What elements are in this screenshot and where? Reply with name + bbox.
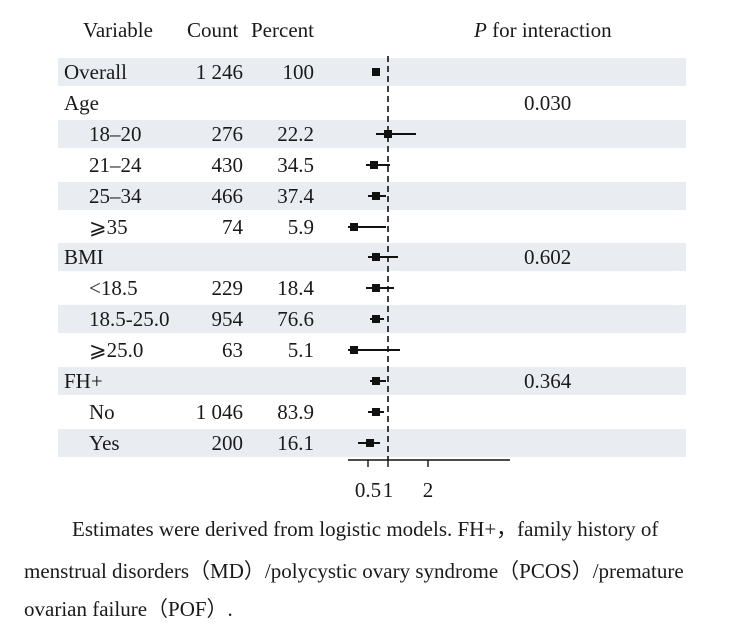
row-percent: 22.2 [277,121,314,146]
header-percent: Percent [251,18,314,42]
row-p-value: 0.602 [524,245,572,270]
row-percent: 18.4 [277,276,314,301]
caption-line-3: ovarian failure（POF）. [24,597,233,621]
row-count: 229 [211,276,244,301]
header-p-italic: P [474,18,487,42]
row-percent: 16.1 [277,430,314,455]
forest-point [350,222,358,231]
row-p-value: 0.364 [524,369,572,393]
forest-point [372,377,380,385]
forest-ci-line [366,287,394,290]
row-count: 430 [211,152,244,177]
x-tick-label: 2 [423,478,434,502]
forest-point [372,191,380,200]
header-p-rest: for interaction [486,18,612,42]
row-label: 18.5-25.0 [89,307,170,332]
row-band [58,119,686,148]
row-percent: 76.6 [277,307,314,332]
row-p-value: 0.030 [524,90,572,115]
header-p-for-interaction: P for interaction [474,20,612,41]
forest-ci-line [366,163,390,166]
row-count: 1 246 [195,60,243,84]
row-percent: 83.9 [277,399,314,424]
forest-point [372,253,380,262]
row-percent: 100 [282,60,315,84]
forest-point [366,438,374,447]
row-label: Yes [89,430,120,455]
forest-ci-line [348,225,386,228]
row-count: 276 [211,121,244,146]
forest-point [372,68,380,76]
row-count: 200 [211,430,244,455]
caption-line-2: menstrual disorders（MD）/polycystic ovary… [24,559,684,583]
row-count: 63 [222,338,243,363]
row-count: 954 [211,307,244,332]
row-label: ⩾35 [89,214,128,239]
forest-ci-line [348,349,400,352]
row-label: No [89,399,115,424]
x-tick-label: 0.5 [355,478,381,502]
row-label: FH+ [64,369,103,393]
forest-point [372,315,380,324]
row-count: 74 [222,214,243,239]
x-tick-label: 1 [383,478,394,502]
row-label: 21–24 [89,152,142,177]
row-count: 466 [211,183,244,208]
forest-ci-line [368,256,398,259]
header-count: Count [187,18,239,42]
row-label: Age [64,90,99,115]
forest-ci-line [376,132,416,135]
row-label: 18–20 [89,121,142,146]
row-label: BMI [64,245,104,270]
row-label: Overall [64,60,127,84]
row-label: 25–34 [89,183,142,208]
forest-point [384,129,392,138]
forest-point [372,407,380,416]
row-percent: 5.1 [287,338,314,363]
row-percent: 37.4 [277,183,314,208]
forest-point [370,160,378,169]
header-variable: Variable [83,18,153,42]
row-percent: 5.9 [287,214,314,239]
caption-line-1: Estimates were derived from logistic mod… [72,517,659,541]
row-count: 1 046 [195,399,243,424]
row-label: <18.5 [89,276,138,301]
forest-point [350,346,358,355]
row-percent: 34.5 [277,152,314,177]
forest-point [372,284,380,293]
row-label: ⩾25.0 [89,338,144,363]
